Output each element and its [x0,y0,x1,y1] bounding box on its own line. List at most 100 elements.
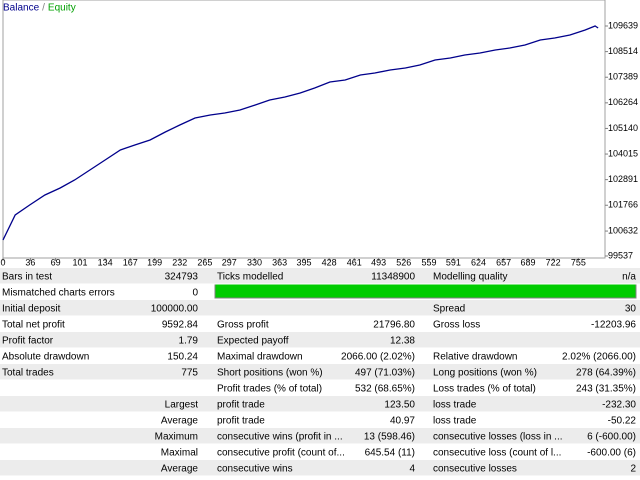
x-tick-label: 167 [123,257,138,267]
x-tick-label: 265 [197,257,212,267]
report-label: Maximal drawdown [217,352,303,363]
row-background [0,300,640,316]
x-tick-label: 428 [322,257,337,267]
report-value: 497 (71.03%) [355,368,415,379]
report-label: Total net profit [2,320,65,331]
y-tick-label: 100632 [608,225,638,235]
row-background [0,268,640,284]
report-label: consecutive losses [433,464,517,475]
report-value: 4 [409,464,415,475]
report-label: Maximal [161,448,198,459]
x-tick-label: 36 [25,257,35,267]
y-tick-label: 104015 [608,148,638,158]
modelling-quality-bar [214,283,637,299]
report-value: 11348900 [371,272,415,283]
report-label: profit trade [217,400,265,411]
row-background [0,460,640,476]
row-background [0,428,640,444]
report-value: 30 [625,304,637,315]
x-tick-label: 232 [172,257,187,267]
x-tick-label: 755 [571,257,586,267]
row-background [0,332,640,348]
report-label: Modelling quality [433,272,508,283]
report-label: profit trade [217,416,265,427]
report-value: 40.97 [390,416,415,427]
report-label: consecutive loss (count of l... [433,448,561,459]
report-label: loss trade [433,400,477,411]
plot-frame [2,0,606,259]
report-label: Average [161,464,199,475]
report-value: -12203.96 [591,320,636,331]
report-value: 775 [181,368,198,379]
report-value: 532 (68.65%) [355,384,415,395]
report-value: 645.54 (11) [365,448,415,459]
report-label: Spread [433,304,465,315]
y-tick-label: 109639 [608,20,638,30]
report-value: 9592.84 [162,320,199,331]
x-tick-label: 591 [446,257,461,267]
report-value: 6 (-600.00) [587,432,636,443]
x-tick-label: 559 [421,257,436,267]
x-tick-label: 101 [72,257,87,267]
report-value: 12.38 [390,336,415,347]
report-value: 1.79 [179,336,199,347]
x-tick-label: 624 [471,257,486,267]
report-value: 243 (31.35%) [576,384,636,395]
report-label: loss trade [433,416,477,427]
report-label: Largest [165,400,199,411]
report-value: n/a [622,272,636,283]
report-label: Initial deposit [2,304,61,315]
row-background [0,364,640,380]
x-tick-label: 363 [272,257,287,267]
report-label: Gross loss [433,320,480,331]
report-value: 0 [192,288,198,299]
report-label: consecutive wins [217,464,293,475]
report-value: -600.00 (6) [587,448,636,459]
legend-entry: Balance [3,3,40,14]
report-value: 100000.00 [151,304,199,315]
x-tick-label: 395 [296,257,311,267]
report-label: Gross profit [217,320,269,331]
y-tick-label: 107389 [608,72,638,82]
report-label: Profit factor [2,336,54,347]
report-label: Long positions (won %) [433,368,537,379]
x-tick-label: 330 [247,257,262,267]
x-tick-label: 69 [51,257,61,267]
report-label: Loss trades (% of total) [433,384,536,395]
report-label: Mismatched charts errors [2,288,115,299]
report-value: 278 (64.39%) [576,368,636,379]
report-value: -232.30 [602,400,636,411]
y-tick-label: 106264 [608,97,638,107]
row-background [0,396,640,412]
x-tick-label: 657 [496,257,511,267]
report-label: Short positions (won %) [217,368,323,379]
x-tick-label: 526 [396,257,411,267]
report-label: Maximum [155,432,198,443]
x-tick-label: 0 [0,257,5,267]
y-tick-label: 99537 [608,250,633,260]
report-value: 2 [630,464,636,475]
report-label: Ticks modelled [217,272,283,283]
report-value: 324793 [165,272,199,283]
x-tick-label: 493 [371,257,386,267]
report-value: 123.50 [384,400,415,411]
report-label: Profit trades (% of total) [217,384,322,395]
report-value: -50.22 [608,416,637,427]
report-label: consecutive losses (loss in ... [433,432,563,443]
x-tick-label: 199 [147,257,162,267]
x-tick-label: 689 [521,257,536,267]
report-label: Absolute drawdown [2,352,89,363]
report-label: Relative drawdown [433,352,518,363]
x-tick-label: 461 [347,257,362,267]
legend-entry: Equity [48,3,76,14]
x-tick-label: 134 [98,257,113,267]
y-tick-label: 108514 [608,46,638,56]
x-tick-label: 722 [546,257,561,267]
report-value: 13 (598.46) [364,432,415,443]
y-tick-label: 101766 [608,200,638,210]
y-tick-label: 102891 [608,174,638,184]
report-label: Expected payoff [217,336,289,347]
report-label: consecutive wins (profit in ... [217,432,343,443]
legend-separator: / [42,3,45,14]
